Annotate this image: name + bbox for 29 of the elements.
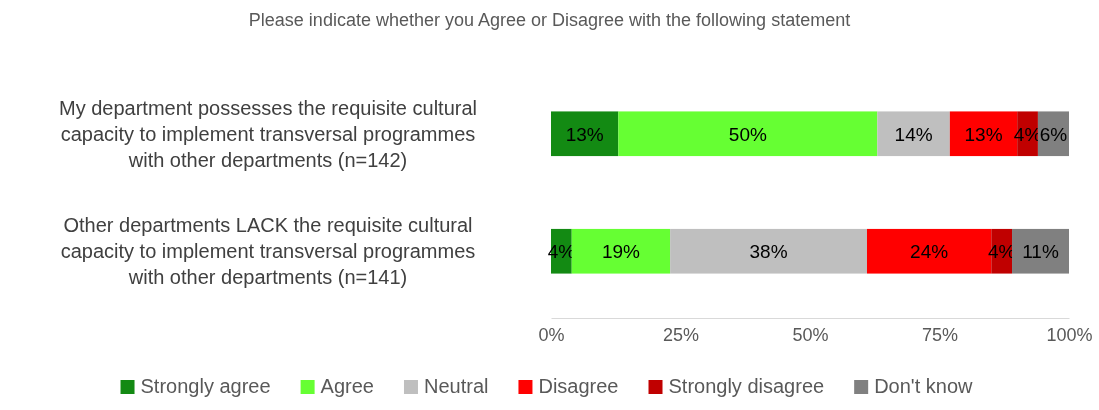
chart-title: Please indicate whether you Agree or Disagree with the following statement <box>248 10 851 30</box>
bar <box>551 111 619 157</box>
data-label: 50% <box>728 123 767 145</box>
data-label: 14% <box>894 123 933 145</box>
data-label: 13% <box>964 123 1003 145</box>
legend-label: Disagree <box>538 375 619 397</box>
data-label: 11% <box>1022 241 1059 263</box>
legend-label: Strongly disagree <box>668 375 825 397</box>
bar <box>670 228 867 274</box>
bar <box>618 111 878 157</box>
bar <box>1012 228 1069 274</box>
legend-label: Strongly agree <box>140 375 271 397</box>
x-tick-label: 50% <box>792 324 829 345</box>
bar <box>877 111 950 157</box>
y-tick-label: Other departments LACK the requisite cultural capacity to implement transversal programmes with other departments (n=141) <box>60 214 476 289</box>
legend-label: Don't know <box>874 375 974 397</box>
data-label: 13% <box>565 123 604 145</box>
data-label: 6% <box>1039 123 1068 145</box>
bar <box>571 228 671 274</box>
legend-label: Neutral <box>423 375 489 397</box>
x-tick-label: 100% <box>1046 324 1093 345</box>
data-label: 19% <box>601 241 641 263</box>
data-label: 38% <box>749 241 788 263</box>
legend-label: Agree <box>320 375 374 397</box>
y-tick-label: My department possesses the requisite cultural capacity to implement transversal programmes with other departments (n=142) <box>59 96 477 171</box>
x-tick-label: 75% <box>921 324 959 345</box>
x-tick-label: 0% <box>538 324 565 345</box>
x-tick-label: 25% <box>662 324 700 345</box>
data-label: 24% <box>910 241 949 263</box>
